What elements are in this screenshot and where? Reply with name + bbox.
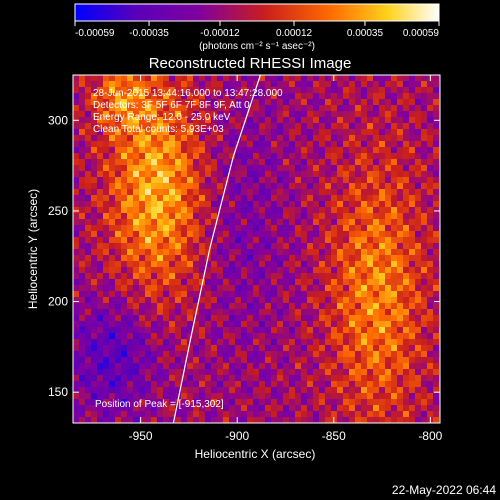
colorbar-tick-label: -0.00059: [75, 28, 115, 39]
colorbar-unit-label: (photons cm⁻² s⁻¹ asec⁻²): [199, 41, 315, 52]
solar-limb-line: [172, 74, 261, 424]
x-tick-label: -800: [418, 429, 442, 443]
y-tick-label: 300: [48, 113, 68, 127]
chart-title: Reconstructed RHESSI Image: [149, 55, 352, 72]
annotation-energy: Energy Range: 12.0 - 25.0 keV: [93, 112, 231, 123]
y-tick-label: 150: [48, 385, 68, 399]
annotation-counts: Clean Total counts: 5.93E+03: [93, 124, 224, 135]
colorbar-tick-label: 0.00059: [403, 28, 440, 39]
x-axis-label: Heliocentric X (arcsec): [195, 447, 316, 461]
colorbar-tick-label: 0.00012: [276, 28, 313, 39]
x-tick-label: -850: [322, 429, 346, 443]
annotation-detectors: Detectors: 3F 5F 6F 7F 8F 9F, Att 0: [93, 100, 250, 111]
annotation-time: 28-Jun-2015 13:44:16.000 to 13:47:28.000: [93, 88, 283, 99]
x-tick-label: -900: [225, 429, 249, 443]
plot-frame: [72, 74, 441, 424]
annotation-block: 28-Jun-2015 13:44:16.000 to 13:47:28.000…: [93, 88, 283, 135]
x-axis-ticks: -950 -900 -850 -800: [129, 75, 443, 443]
colorbar-ticks: -0.00059 -0.00035 -0.00012 0.00012 0.00035 0.…: [74, 21, 440, 39]
peak-position-label: Position of Peak = [-915,302]: [95, 399, 224, 410]
x-tick-label: -950: [129, 429, 153, 443]
colorbar-tick-label: 0.00035: [347, 28, 384, 39]
timestamp: 22-May-2022 06:44: [392, 483, 496, 497]
y-axis-ticks: 150 200 250 300: [48, 113, 440, 399]
y-axis-label: Heliocentric Y (arcsec): [26, 189, 40, 309]
y-tick-label: 200: [48, 295, 68, 309]
colorbar-tick-label: -0.00035: [129, 28, 169, 39]
heatmap-image: [73, 75, 440, 423]
y-tick-label: 250: [48, 204, 68, 218]
colorbar-tick-label: -0.00012: [200, 28, 240, 39]
colorbar: [74, 3, 440, 22]
